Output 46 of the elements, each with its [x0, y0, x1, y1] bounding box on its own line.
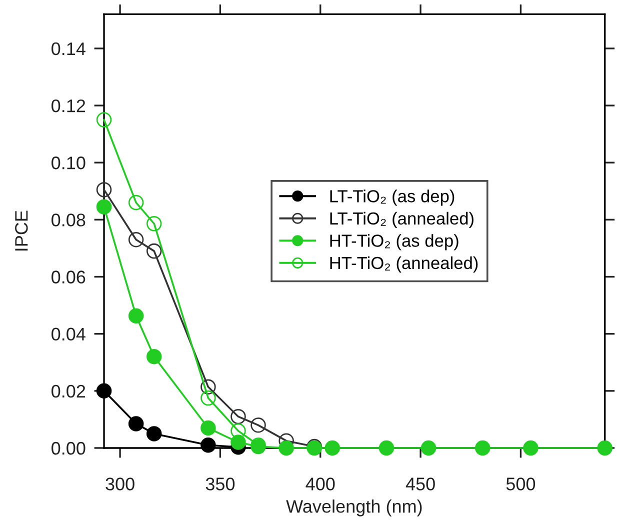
point [146, 243, 162, 259]
x-tick-label: 300 [106, 478, 134, 490]
y-tick-label: 0.00 [52, 442, 86, 455]
legend-label: HT-TiO₂ (annealed) [330, 256, 478, 273]
legend-label: HT-TiO₂ (as dep) [330, 234, 458, 250]
y-tick-label: 0.14 [52, 42, 86, 56]
y-axis-title: IPCE [15, 210, 28, 250]
point [475, 440, 490, 456]
y-tick-label: 0.02 [52, 384, 86, 398]
point [128, 308, 144, 324]
x-axis-title: Wavelength (nm) [286, 500, 422, 516]
x-tick-label: 500 [506, 478, 536, 490]
point [230, 423, 246, 438]
point [200, 437, 216, 453]
point [420, 440, 436, 456]
y-tick-label: 0.04 [52, 328, 86, 341]
x-tick-label: 450 [406, 478, 435, 490]
point [96, 112, 112, 128]
x-tick-label: 350 [206, 478, 235, 490]
point [146, 216, 162, 232]
point [96, 383, 112, 399]
point [523, 440, 538, 456]
point [378, 440, 394, 456]
legend-label: LT-TiO₂ (as dep) [330, 190, 454, 206]
point [230, 434, 246, 450]
point [146, 426, 162, 442]
y-tick-label: 0.06 [52, 270, 86, 284]
point [146, 349, 162, 364]
point [230, 408, 246, 424]
point [96, 199, 112, 214]
y-tick-label: 0.12 [52, 99, 86, 112]
point [128, 232, 144, 248]
point [278, 440, 294, 456]
point [96, 182, 112, 198]
point [128, 416, 144, 432]
point [324, 440, 340, 456]
point [200, 420, 216, 436]
y-tick-label: 0.10 [52, 156, 86, 170]
point [200, 379, 216, 395]
point [597, 440, 612, 456]
y-tick-label: 0.08 [52, 214, 86, 226]
legend-label: LT-TiO₂ (annealed) [330, 212, 474, 228]
point [128, 194, 144, 210]
point [250, 418, 266, 433]
x-tick-label: 400 [306, 478, 335, 490]
point [200, 390, 216, 406]
